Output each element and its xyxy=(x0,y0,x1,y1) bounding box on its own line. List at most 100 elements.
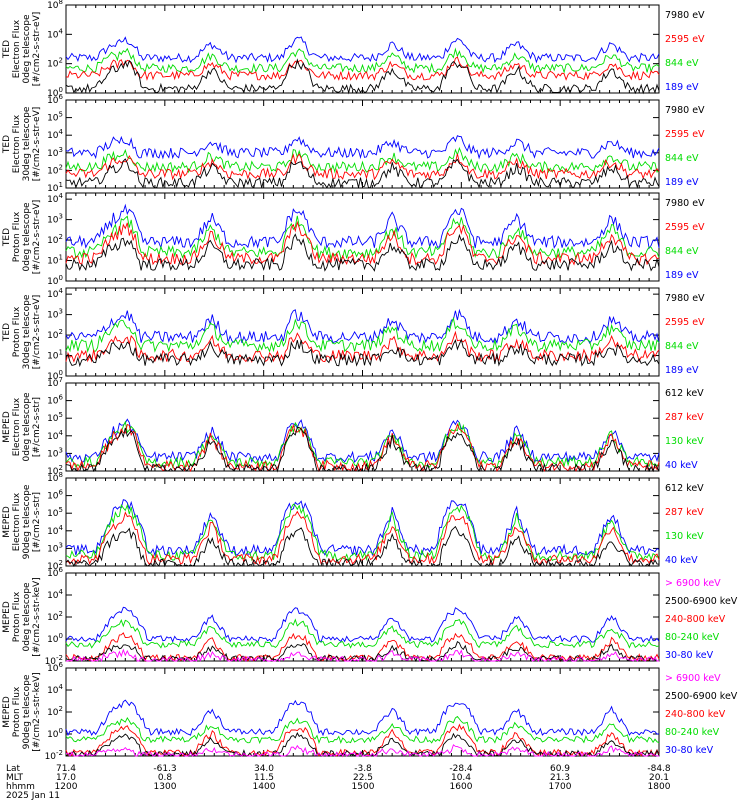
legend-label-blue: 40 keV xyxy=(665,555,698,566)
footer-value: -61.3 xyxy=(153,764,176,774)
legend-label-magenta: > 6900 keV xyxy=(665,578,721,589)
y-tick-label: 10-2 xyxy=(45,749,63,762)
legend-label-black: 612 keV xyxy=(665,388,704,399)
series-line-blue xyxy=(65,308,660,345)
legend-label-blue: 40 keV xyxy=(665,460,698,471)
series-line-magenta xyxy=(65,744,659,757)
footer-value: -84.8 xyxy=(647,764,671,774)
legend-label-black: 7980 eV xyxy=(665,10,705,21)
series-line-black xyxy=(65,158,660,189)
series-line-red xyxy=(65,723,660,758)
series-line-green xyxy=(65,420,660,470)
y-axis-title-line: 0deg telescope xyxy=(22,582,32,652)
legend-label-black: 2500-6900 keV xyxy=(665,596,738,607)
series-line-red xyxy=(65,153,660,181)
y-tick-label: 102 xyxy=(47,328,63,341)
series-line-black xyxy=(65,641,660,663)
footer-value: -3.8 xyxy=(354,764,372,774)
y-tick-label: 102 xyxy=(47,610,63,623)
y-tick-label: 100 xyxy=(47,86,63,99)
y-axis-title-line: Electron Flux xyxy=(12,19,22,78)
panel-frame xyxy=(65,572,660,662)
legend-label-blue: 189 eV xyxy=(665,82,699,93)
y-axis-title-line: 0deg telescope xyxy=(22,14,32,84)
y-axis-title-line: 30deg telescope xyxy=(22,106,32,181)
footer-value: 10.4 xyxy=(451,773,471,783)
y-axis-title-line: MEPED xyxy=(2,411,12,443)
footer-value: 71.4 xyxy=(56,764,76,774)
y-axis-title-line: [#/cm2-s-str-keV] xyxy=(32,577,42,656)
y-tick-label: 106 xyxy=(47,394,63,407)
y-tick-label: 101 xyxy=(47,349,63,362)
y-tick-label: 103 xyxy=(47,446,63,459)
panel-frame xyxy=(65,667,660,757)
legend-label-red: 2595 eV xyxy=(665,317,705,328)
footer-value: 1300 xyxy=(154,782,177,792)
series-line-black xyxy=(65,58,660,95)
footer-value: 60.9 xyxy=(550,764,570,774)
footer-value: 1800 xyxy=(648,782,671,792)
flux-panel-1: 100 102 104 108 TED Electron Flux 0deg telesco… xyxy=(2,0,705,99)
legend-label-blue: 189 eV xyxy=(665,177,699,188)
y-tick-label: 106 xyxy=(47,93,63,106)
y-tick-label: 105 xyxy=(47,411,63,424)
flux-panel-3: 100 101 102 103 104 TED Proton Flux 0deg telesc… xyxy=(2,192,705,287)
y-tick-label: 100 xyxy=(47,369,63,382)
panel-frame xyxy=(65,192,660,282)
series-line-blue xyxy=(65,606,660,644)
footer-value: 21.3 xyxy=(550,773,570,783)
y-tick-label: 102 xyxy=(47,163,63,176)
y-axis-title-line: TED xyxy=(2,228,12,247)
y-tick-label: 106 xyxy=(47,566,63,579)
series-line-black xyxy=(65,338,660,368)
y-axis-title-line: [#/cm2-s-str] xyxy=(32,492,42,552)
series-line-black xyxy=(65,233,660,272)
panel-frame xyxy=(65,382,660,472)
y-tick-label: 104 xyxy=(47,429,63,442)
flux-panel-7: 10-2 100 102 104 106 MEPED Proton Flux 0deg tel… xyxy=(2,566,738,667)
series-line-blue xyxy=(65,36,660,64)
flux-panel-8: 10-2 100 102 104 106 MEPED Proton Flux 90deg te… xyxy=(2,661,738,762)
y-axis-title-line: Electron Flux xyxy=(12,114,22,173)
y-tick-label: 104 xyxy=(47,128,63,141)
y-tick-label: 104 xyxy=(47,27,63,40)
footer-value: 11.5 xyxy=(254,773,274,783)
y-tick-label: 100 xyxy=(47,632,63,645)
footer-value: 1700 xyxy=(549,782,572,792)
series-line-green xyxy=(65,503,660,562)
flux-panel-6: 102 103 104 105 106 108 MEPED Electron Flux 90de… xyxy=(2,471,704,572)
legend-label-blue: 30-80 keV xyxy=(665,745,714,756)
series-line-red xyxy=(65,422,660,473)
legend-label-green: 80-240 keV xyxy=(665,727,720,738)
series-line-magenta xyxy=(66,648,659,663)
y-tick-label: 102 xyxy=(47,705,63,718)
y-axis-title-line: [#/cm2-s-str-eV] xyxy=(32,12,42,87)
legend-label-black: 2500-6900 keV xyxy=(665,691,738,702)
legend-label-green: 80-240 keV xyxy=(665,632,720,643)
y-axis-title-line: 90deg telescope xyxy=(22,674,32,749)
footer-value: 17.0 xyxy=(56,773,76,783)
legend-label-green: 844 eV xyxy=(665,58,699,69)
footer-row-label: hhmm xyxy=(6,782,35,792)
y-axis-title-line: 90deg telescope xyxy=(22,484,32,559)
y-tick-label: 103 xyxy=(47,146,63,159)
legend-label-red: 287 keV xyxy=(665,412,704,423)
y-axis-title-line: Electron Flux xyxy=(12,397,22,456)
y-tick-label: 10-2 xyxy=(45,654,63,667)
footer-value: 22.5 xyxy=(353,773,373,783)
footer-row-label: Lat xyxy=(6,764,21,774)
footer-value: 20.1 xyxy=(649,773,669,783)
series-line-green xyxy=(65,316,660,354)
y-axis-title-line: Proton Flux xyxy=(12,591,22,642)
footer-value: -28.4 xyxy=(449,764,473,774)
y-tick-label: 103 xyxy=(47,308,63,321)
footer-date: 2025 Jan 11 xyxy=(6,791,60,800)
y-tick-label: 105 xyxy=(47,506,63,519)
series-line-green xyxy=(65,618,660,649)
y-tick-label: 103 xyxy=(47,213,63,226)
y-tick-label: 104 xyxy=(47,287,63,300)
footer-row-label: MLT xyxy=(6,773,24,783)
legend-label-black: 7980 eV xyxy=(665,293,705,304)
legend-label-green: 844 eV xyxy=(665,341,699,352)
